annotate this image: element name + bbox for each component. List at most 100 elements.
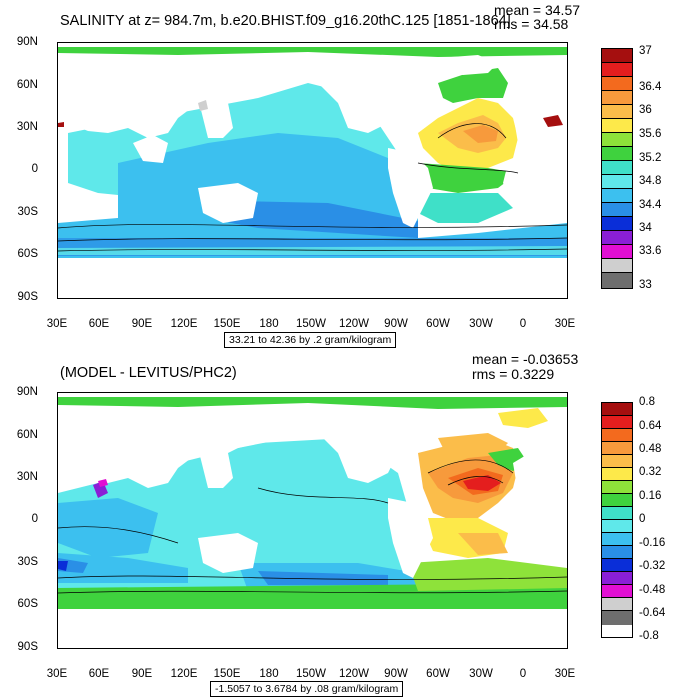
lat-label: 30S [17, 206, 38, 218]
lon-label: 30E [554, 668, 576, 680]
mean-value: mean = 34.57 [494, 2, 581, 18]
lon-label: 120E [170, 668, 198, 680]
colorbar-cell [602, 520, 632, 533]
lon-label: 150E [213, 318, 241, 330]
lat-label: 90S [17, 291, 38, 303]
colorbar-label: -0.48 [639, 584, 666, 596]
lat-label: 30N [16, 471, 38, 483]
lat-label: 60S [17, 248, 38, 260]
colorbar-label: 34.8 [639, 175, 662, 187]
lon-label: 30E [46, 318, 68, 330]
colorbar-cell [602, 217, 632, 231]
colorbar-cell [602, 559, 632, 572]
lat-label: 90N [16, 386, 38, 398]
colorbar-label: 35.6 [639, 128, 662, 140]
colorbar-label: 36 [639, 104, 652, 116]
colorbar-cell [602, 585, 632, 598]
rms-value: rms = 0.3229 [472, 366, 555, 382]
lon-label: 30E [554, 318, 576, 330]
lon-label: 60E [88, 668, 110, 680]
rms-value: rms = 34.58 [494, 16, 569, 32]
lat-label: 30S [17, 556, 38, 568]
colorbar [601, 48, 633, 289]
colorbar [601, 402, 633, 638]
lon-label: 90W [384, 668, 408, 680]
lon-label: 120W [338, 318, 370, 330]
colorbar-label: 0.64 [639, 420, 662, 432]
colorbar-cell [602, 416, 632, 429]
colorbar-cell [602, 442, 632, 455]
difference-map [57, 392, 568, 649]
colorbar-cell [602, 63, 632, 77]
salinity-panel: SALINITY at z= 984.7m, b.e20.BHIST.f09_g… [16, 2, 662, 348]
colorbar-cell [602, 91, 632, 105]
colorbar-cell [602, 598, 632, 611]
lon-label: 90E [131, 668, 153, 680]
colorbar-cell [602, 403, 632, 416]
difference-panel: (MODEL - LEVITUS/PHC2) mean = -0.03653 r… [0, 350, 700, 700]
colorbar-label: -0.32 [639, 560, 666, 572]
lat-label: 60N [16, 79, 38, 91]
colorbar-cell [602, 245, 632, 259]
colorbar-label: 34.4 [639, 199, 662, 211]
panel-title: SALINITY at z= 984.7m, b.e20.BHIST.f09_g… [60, 13, 511, 29]
colorbar-cell [602, 231, 632, 245]
colorbar-label: 34 [639, 222, 652, 234]
lat-label: 30N [16, 121, 38, 133]
lon-label: 150E [213, 668, 241, 680]
colorbar-cell [602, 49, 632, 63]
lon-label: 30E [46, 668, 68, 680]
lat-label: 0 [31, 163, 38, 175]
colorbar-cell [602, 105, 632, 119]
lon-label: 30W [469, 318, 493, 330]
mean-value: mean = -0.03653 [472, 351, 579, 367]
colorbar-cell [602, 189, 632, 203]
colorbar-label: 35.2 [639, 152, 662, 164]
lon-label: 0 [519, 668, 527, 680]
panel-title: (MODEL - LEVITUS/PHC2) [60, 365, 237, 381]
lon-label: 30W [469, 668, 493, 680]
colorbar-cell [602, 455, 632, 468]
contour-caption: -1.5057 to 3.6784 by .08 gram/kilogram [210, 681, 404, 697]
colorbar-cell [602, 273, 632, 288]
colorbar-cell [602, 133, 632, 147]
colorbar-cell [602, 161, 632, 175]
lon-label: 120E [170, 318, 198, 330]
contour-caption: 33.21 to 42.36 by .2 gram/kilogram [224, 332, 397, 348]
lon-label: 90E [131, 318, 153, 330]
colorbar-cell [602, 507, 632, 520]
colorbar-label: 0.48 [639, 443, 662, 455]
colorbar-cell [602, 611, 632, 625]
lon-label: 90W [384, 318, 408, 330]
colorbar-cell [602, 494, 632, 507]
colorbar-cell [602, 546, 632, 559]
colorbar-cell [602, 147, 632, 161]
colorbar-label: -0.8 [639, 630, 659, 642]
lat-label: 90S [17, 641, 38, 653]
colorbar-label: 0.8 [639, 396, 655, 408]
lon-label: 150W [295, 318, 327, 330]
salinity-map [57, 42, 568, 299]
lat-label: 90N [16, 36, 38, 48]
lat-label: 60S [17, 598, 38, 610]
colorbar-label: 0.32 [639, 466, 662, 478]
colorbar-label: 37 [639, 45, 652, 57]
lat-label: 60N [16, 429, 38, 441]
colorbar-label: 33.6 [639, 245, 662, 257]
colorbar-label: 33 [639, 279, 652, 291]
lon-label: 60W [426, 318, 450, 330]
lon-label: 60E [88, 318, 110, 330]
colorbar-label: 0.16 [639, 490, 662, 502]
colorbar-cell [602, 203, 632, 217]
colorbar-cell [602, 572, 632, 585]
colorbar-label: 0 [639, 513, 646, 525]
lon-label: 150W [295, 668, 327, 680]
lon-label: 60W [426, 668, 450, 680]
colorbar-cell [602, 259, 632, 273]
lon-label: 180 [259, 668, 279, 680]
lat-label: 0 [31, 513, 38, 525]
lon-label: 0 [519, 318, 527, 330]
colorbar-cell [602, 533, 632, 546]
colorbar-label: 36.4 [639, 81, 662, 93]
colorbar-cell [602, 429, 632, 442]
